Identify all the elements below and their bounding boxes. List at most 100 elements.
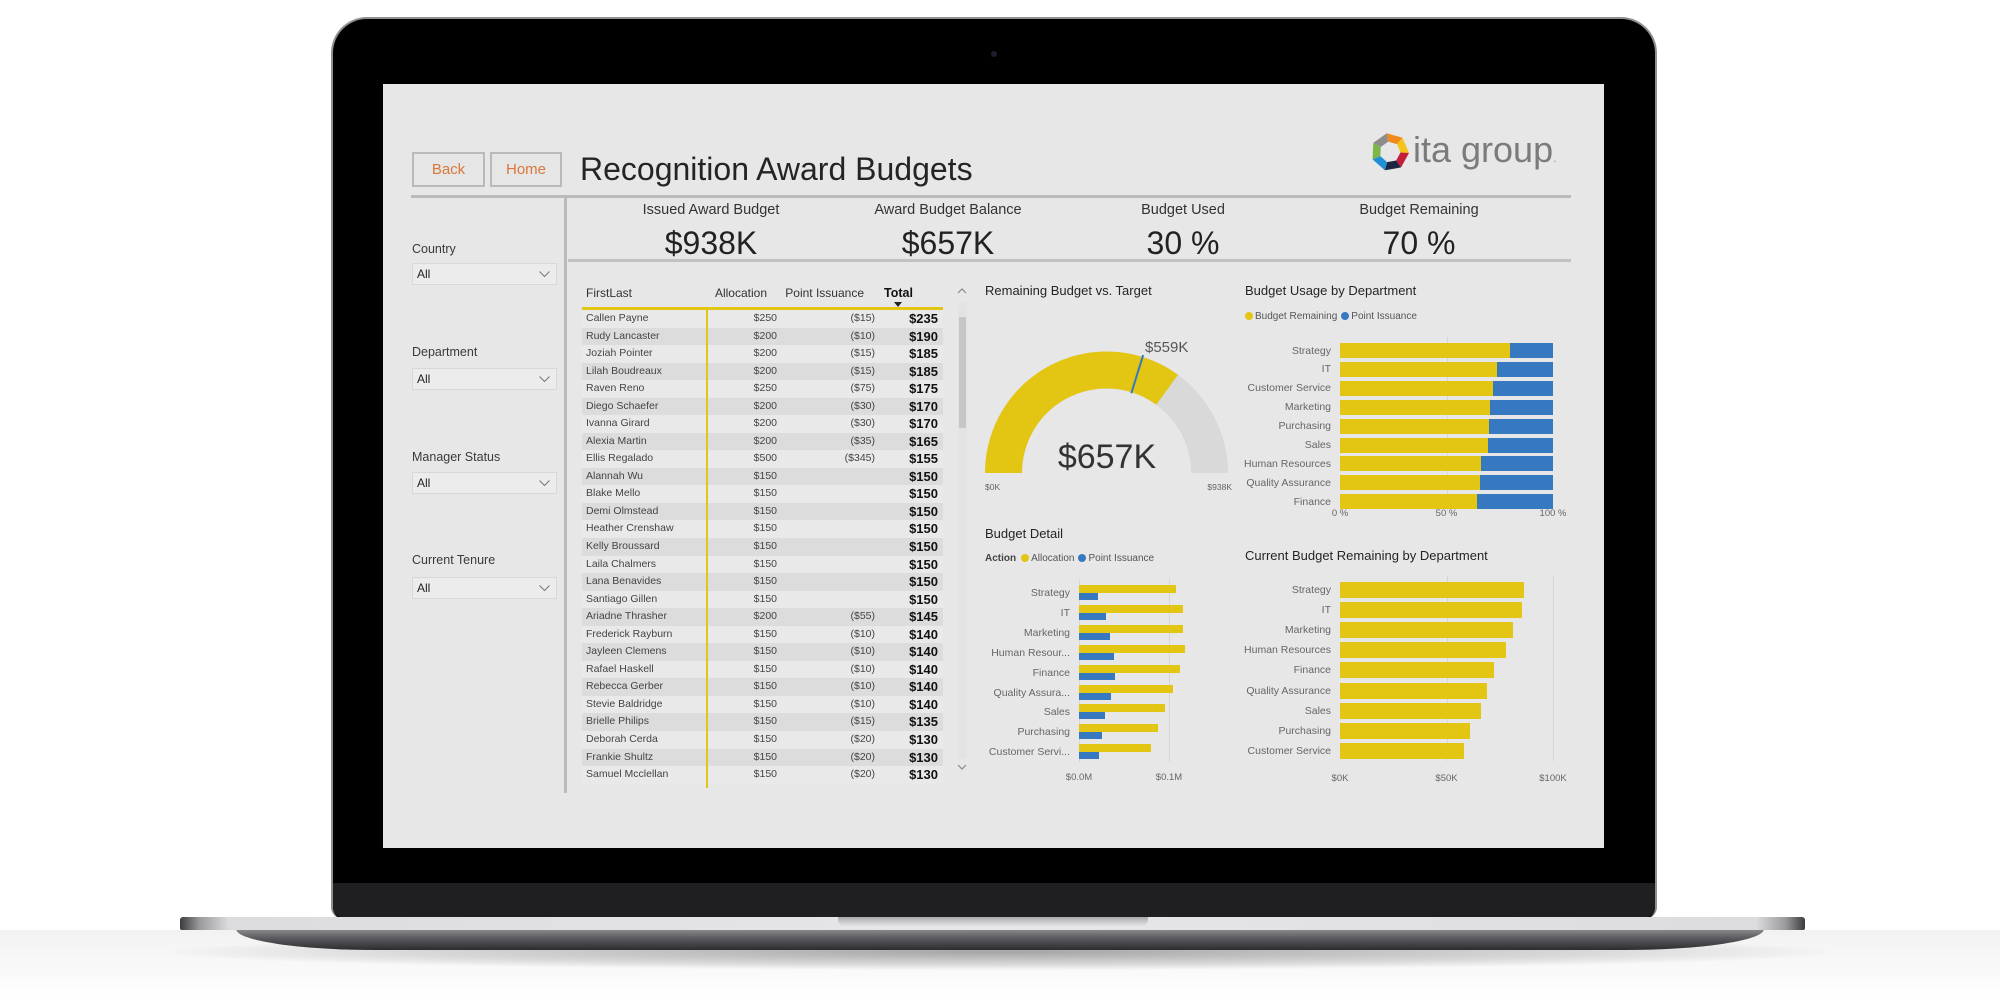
table-row[interactable]: Kelly Broussard $150 $150 [582,538,943,556]
bar-budget-remaining[interactable] [1340,418,1489,434]
bar-budget-remaining[interactable] [1340,475,1480,491]
bar-budget-remaining[interactable] [1340,622,1513,639]
column-header-point-issuance[interactable]: Point Issuance [785,286,864,300]
kpi-label: Budget Remaining [1359,202,1479,218]
bar-point-issuance[interactable] [1510,343,1553,358]
bar-budget-remaining[interactable] [1340,456,1482,472]
cell-allocation: $200 [753,329,777,342]
manager-status-dropdown[interactable]: All [412,472,557,494]
bar-budget-remaining[interactable] [1340,642,1507,659]
gauge-fill[interactable] [985,351,1179,473]
table-row[interactable]: Ellis Regalado $500 ($345) $155 [582,450,943,468]
cell-allocation: $150 [753,732,777,745]
cell-total: $150 [909,574,938,590]
bar-point-issuance[interactable] [1079,672,1115,680]
table-row[interactable]: Santiago Gillen $150 $150 [582,590,943,609]
cell-total: $150 [909,556,938,572]
table-row[interactable]: Laila Chalmers $150 $150 [582,555,943,574]
bar-budget-remaining[interactable] [1340,399,1490,415]
bar-allocation[interactable] [1079,585,1177,593]
bar-allocation[interactable] [1079,644,1186,653]
current-tenure-dropdown[interactable]: All [412,577,557,599]
bar-point-issuance[interactable] [1079,612,1106,620]
table-row[interactable]: Callen Payne $250 ($15) $235 [582,310,943,328]
bar-budget-remaining[interactable] [1340,722,1470,739]
bar-point-issuance[interactable] [1476,494,1553,510]
bar-budget-remaining[interactable] [1340,662,1495,679]
bar-budget-remaining[interactable] [1340,742,1464,759]
table-row[interactable]: Jayleen Clemens $150 ($10) $140 [582,643,943,661]
home-button[interactable]: Home [490,152,562,187]
bar-budget-remaining[interactable] [1340,361,1497,377]
bar-budget-remaining[interactable] [1340,343,1511,358]
bar-budget-remaining[interactable] [1340,582,1525,598]
table-row[interactable]: Rebecca Gerber $150 ($10) $140 [582,678,943,696]
table-row[interactable]: Raven Reno $250 ($75) $175 [582,380,943,398]
table-row[interactable]: Stevie Baldridge $150 ($10) $140 [582,695,943,714]
bar-point-issuance[interactable] [1481,456,1553,472]
cell-name: Ellis Regalado [586,452,654,465]
table-row[interactable]: Ivanna Girard $200 ($30) $170 [582,415,943,433]
table-row[interactable]: Blake Mello $150 $150 [582,485,943,503]
bar-point-issuance[interactable] [1079,652,1115,660]
table-row[interactable]: Joziah Pointer $200 ($15) $185 [582,345,943,363]
table-row[interactable]: Deborah Cerda $150 ($20) $130 [582,730,943,749]
chevron-down-icon[interactable] [957,763,967,771]
bar-point-issuance[interactable] [1079,752,1099,760]
category-label: Quality Assurance [1246,476,1331,489]
legend-item-allocation[interactable]: Allocation [1031,552,1075,564]
table-row[interactable]: Rafael Haskell $150 ($10) $140 [582,660,943,679]
bar-point-issuance[interactable] [1079,692,1112,700]
bar-point-issuance[interactable] [1489,399,1553,415]
bar-point-issuance[interactable] [1496,361,1553,377]
bar-allocation[interactable] [1079,684,1173,693]
bar-budget-remaining[interactable] [1340,494,1477,510]
table-row[interactable]: Demi Olmstead $150 $150 [582,502,943,521]
gauge-svg[interactable] [973,334,1243,494]
table-row[interactable]: Alexia Martin $200 ($35) $165 [582,432,943,451]
chevron-up-icon[interactable] [957,287,967,295]
table-row[interactable]: Lana Benavides $150 $150 [582,573,943,591]
back-button[interactable]: Back [412,152,485,187]
bar-allocation[interactable] [1079,604,1184,613]
bar-point-issuance[interactable] [1493,380,1553,396]
department-dropdown[interactable]: All [412,368,557,390]
bar-budget-remaining[interactable] [1340,682,1487,699]
table-row[interactable]: Samuel Mcclellan $150 ($20) $130 [582,766,943,784]
legend-item-budget-remaining[interactable]: Budget Remaining [1255,310,1338,322]
legend-item-point-issuance[interactable]: Point Issuance [1088,552,1155,564]
column-header-firstlast[interactable]: FirstLast [586,286,633,300]
bar-allocation[interactable] [1079,744,1151,753]
table-row[interactable]: Alannah Wu $150 $150 [582,467,943,486]
table-row[interactable]: Lilah Boudreaux $200 ($15) $185 [582,362,943,381]
bar-budget-remaining[interactable] [1340,380,1494,396]
bar-point-issuance[interactable] [1487,437,1553,453]
table-scrollbar-track[interactable] [958,302,967,758]
cell-allocation: $150 [753,540,777,553]
bar-allocation[interactable] [1079,664,1180,673]
bar-budget-remaining[interactable] [1340,702,1481,719]
legend-item-point-issuance[interactable]: Point Issuance [1351,310,1417,322]
bar-allocation[interactable] [1079,704,1165,713]
table-row[interactable]: Brielle Philips $150 ($15) $135 [582,713,943,731]
table-row[interactable]: Heather Crenshaw $150 $150 [582,520,943,538]
bar-point-issuance[interactable] [1488,418,1553,434]
bar-allocation[interactable] [1079,624,1184,633]
bar-point-issuance[interactable] [1479,475,1553,491]
column-header-total[interactable]: Total [884,286,913,300]
table-row[interactable]: Ariadne Thrasher $200 ($55) $145 [582,608,943,626]
country-dropdown[interactable]: All [412,263,557,285]
column-header-allocation[interactable]: Allocation [714,286,767,300]
table-row[interactable]: Rudy Lancaster $200 ($10) $190 [582,327,943,346]
bar-budget-remaining[interactable] [1340,437,1488,453]
bar-point-issuance[interactable] [1079,593,1098,600]
bar-allocation[interactable] [1079,724,1159,733]
bar-point-issuance[interactable] [1079,712,1106,720]
bar-point-issuance[interactable] [1079,732,1103,740]
bar-point-issuance[interactable] [1079,632,1110,640]
bar-budget-remaining[interactable] [1340,602,1523,619]
table-scrollbar-thumb[interactable] [959,317,966,428]
table-row[interactable]: Frederick Rayburn $150 ($10) $140 [582,625,943,644]
table-row[interactable]: Diego Schaefer $200 ($30) $170 [582,397,943,416]
table-row[interactable]: Frankie Shultz $150 ($20) $130 [582,748,943,767]
